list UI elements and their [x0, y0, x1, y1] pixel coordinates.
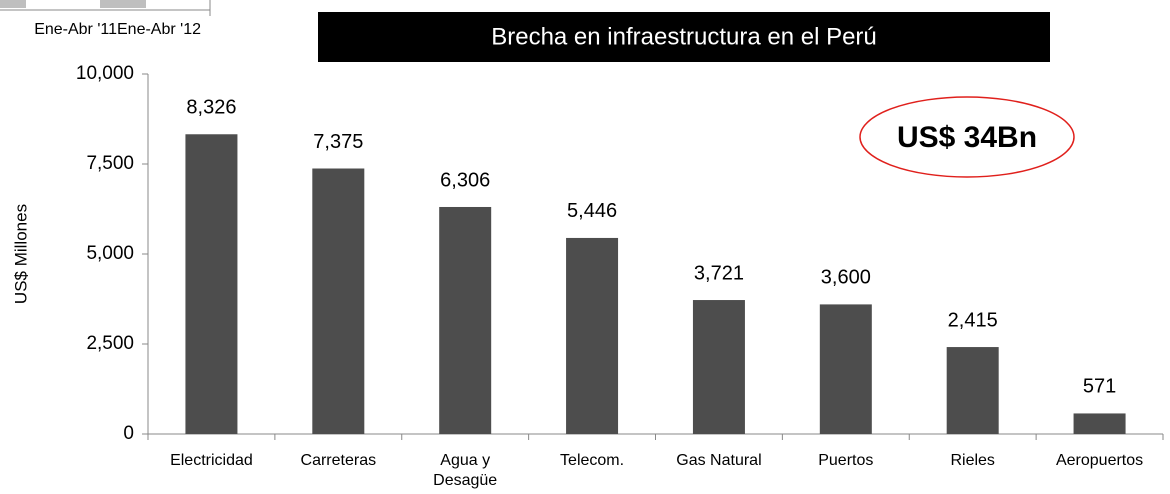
value-label: 571 [1083, 376, 1116, 398]
value-label: 3,721 [694, 262, 744, 284]
bar [312, 168, 365, 434]
y-tick-label: 5,000 [86, 243, 134, 264]
fragment-bar [0, 0, 26, 8]
value-label: 2,415 [948, 309, 998, 331]
bar [439, 206, 492, 434]
x-tick-label: Gas Natural [676, 452, 761, 469]
bar [185, 134, 238, 434]
value-label: 6,306 [440, 169, 490, 191]
bar [1073, 413, 1126, 434]
y-tick-label: 2,500 [86, 333, 134, 354]
x-tick-label: Puertos [818, 452, 873, 469]
value-label: 3,600 [821, 267, 871, 289]
y-axis-label: US$ Millones [11, 204, 30, 304]
y-tick-label: 10,000 [76, 63, 134, 84]
annotation-ellipse [859, 96, 1075, 178]
fragment-label: Ene-Abr '11 [34, 21, 117, 38]
y-tick-label: 0 [123, 423, 134, 444]
y-tick-label: 7,500 [86, 153, 134, 174]
annotation: US$ 34Bn [897, 121, 1037, 154]
fragment-label: Ene-Abr '12 [117, 21, 201, 38]
x-tick-label: Carreteras [301, 452, 377, 469]
x-tick-label: Rieles [950, 452, 994, 469]
bar [946, 347, 999, 434]
value-label: 7,375 [313, 131, 363, 153]
x-tick-label: Agua y Desagüe [433, 452, 497, 489]
value-label: 5,446 [567, 200, 617, 222]
x-tick-label: Electricidad [170, 452, 253, 469]
bar [692, 300, 745, 434]
chart-title: Brecha en infraestructura en el Perú [491, 23, 877, 50]
value-label: 8,326 [186, 97, 236, 119]
x-tick-label: Aeropuertos [1056, 452, 1143, 469]
bar [819, 304, 872, 434]
title-box [318, 12, 1050, 62]
bar [566, 237, 619, 434]
x-tick-label: Telecom. [560, 452, 624, 469]
fragment-bar [100, 0, 146, 8]
